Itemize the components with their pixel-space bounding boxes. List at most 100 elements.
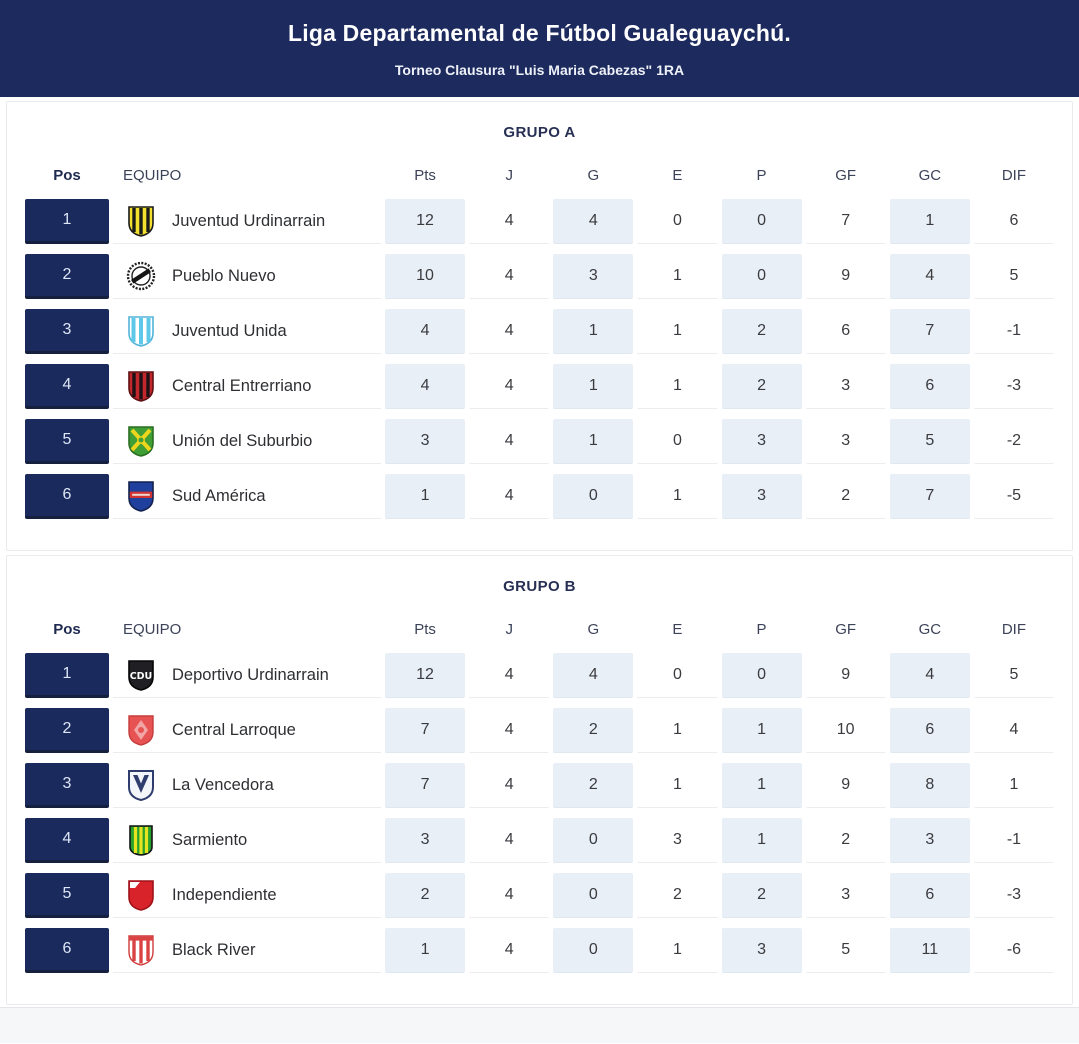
group-b-rows: 1 CDU Deportivo Urdinarrain 12 4 4 0 0 9 4 5 2 Centr… bbox=[25, 653, 1054, 973]
deportivo-urdinarrain-badge-icon: CDU bbox=[126, 658, 156, 692]
col-header-pos: Pos bbox=[53, 166, 81, 184]
table-row: 2 Central Larroque 7 4 2 1 1 10 6 4 bbox=[25, 708, 1054, 753]
stat-cell-g: 2 bbox=[553, 763, 634, 808]
stat-cell-pts: 4 bbox=[385, 309, 466, 354]
stat-cell-gf: 9 bbox=[805, 763, 886, 808]
stat-cell-j: 4 bbox=[469, 653, 550, 698]
stat-cell-p: 0 bbox=[721, 653, 802, 698]
col-header-equipo: EQUIPO bbox=[123, 166, 182, 184]
position-cell: 3 bbox=[25, 309, 109, 354]
stat-cell-pts: 12 bbox=[385, 653, 466, 698]
stat-cell-dif: 5 bbox=[973, 653, 1054, 698]
page-subtitle: Torneo Clausura "Luis Maria Cabezas" 1RA bbox=[394, 61, 685, 78]
stat-cell-g: 3 bbox=[553, 254, 634, 299]
group-a-column-headers: Pos EQUIPO Pts J G E P GF GC DIF bbox=[25, 161, 1054, 189]
stat-cell-j: 4 bbox=[469, 763, 550, 808]
stat-cell-e: 0 bbox=[637, 653, 718, 698]
stat-cell-dif: -5 bbox=[973, 474, 1054, 519]
stat-cell-pts: 1 bbox=[385, 474, 466, 519]
stat-cell-dif: -3 bbox=[973, 364, 1054, 409]
team-cell: Pueblo Nuevo bbox=[113, 254, 381, 299]
position-cell: 5 bbox=[25, 873, 109, 918]
stat-cell-pts: 3 bbox=[385, 419, 466, 464]
stat-cell-g: 1 bbox=[553, 309, 634, 354]
group-b-card: GRUPO B Pos EQUIPO Pts J G E P GF GC DIF… bbox=[6, 555, 1073, 1005]
table-row: 1 CDU Deportivo Urdinarrain 12 4 4 0 0 9 4 5 bbox=[25, 653, 1054, 698]
stat-cell-dif: -3 bbox=[973, 873, 1054, 918]
stat-cell-gf: 10 bbox=[805, 708, 886, 753]
stat-cell-dif: 4 bbox=[973, 708, 1054, 753]
col-header-p: P bbox=[756, 620, 767, 638]
stat-cell-j: 4 bbox=[469, 818, 550, 863]
position-cell: 2 bbox=[25, 254, 109, 299]
stat-cell-dif: 1 bbox=[973, 763, 1054, 808]
position-cell: 1 bbox=[25, 199, 109, 244]
table-row: 6 Sud América 1 4 0 1 3 2 7 -5 bbox=[25, 474, 1054, 519]
page-footer-strip bbox=[0, 1007, 1079, 1043]
stat-cell-gf: 3 bbox=[805, 364, 886, 409]
position-cell: 1 bbox=[25, 653, 109, 698]
stat-cell-g: 0 bbox=[553, 928, 634, 973]
col-header-gc: GC bbox=[918, 620, 942, 638]
team-cell: Sarmiento bbox=[113, 818, 381, 863]
stat-cell-gc: 4 bbox=[889, 653, 970, 698]
stat-cell-pts: 10 bbox=[385, 254, 466, 299]
team-cell: Central Entrerriano bbox=[113, 364, 381, 409]
stat-cell-pts: 7 bbox=[385, 708, 466, 753]
la-vencedora-badge-icon bbox=[126, 768, 156, 802]
table-row: 1 Juventud Urdinarrain 12 4 4 0 0 7 1 6 bbox=[25, 199, 1054, 244]
stat-cell-j: 4 bbox=[469, 254, 550, 299]
stat-cell-g: 1 bbox=[553, 364, 634, 409]
col-header-j: J bbox=[505, 166, 513, 184]
black-river-badge-icon bbox=[126, 933, 156, 967]
stat-cell-gc: 3 bbox=[889, 818, 970, 863]
stat-cell-j: 4 bbox=[469, 199, 550, 244]
stat-cell-p: 2 bbox=[721, 364, 802, 409]
stat-cell-p: 3 bbox=[721, 928, 802, 973]
stat-cell-pts: 3 bbox=[385, 818, 466, 863]
group-b-title: GRUPO B bbox=[503, 578, 576, 595]
team-name: Deportivo Urdinarrain bbox=[172, 665, 329, 684]
stat-cell-e: 3 bbox=[637, 818, 718, 863]
stat-cell-pts: 12 bbox=[385, 199, 466, 244]
col-header-g: G bbox=[587, 166, 600, 184]
team-cell: Black River bbox=[113, 928, 381, 973]
col-header-gc: GC bbox=[918, 166, 942, 184]
stat-cell-gc: 7 bbox=[889, 309, 970, 354]
stat-cell-p: 0 bbox=[721, 254, 802, 299]
stat-cell-gc: 7 bbox=[889, 474, 970, 519]
stat-cell-j: 4 bbox=[469, 309, 550, 354]
stat-cell-dif: 6 bbox=[973, 199, 1054, 244]
position-cell: 5 bbox=[25, 419, 109, 464]
table-row: 4 Sarmiento 3 4 0 3 1 2 3 -1 bbox=[25, 818, 1054, 863]
stat-cell-j: 4 bbox=[469, 474, 550, 519]
team-name: Central Entrerriano bbox=[172, 376, 312, 395]
stat-cell-e: 1 bbox=[637, 763, 718, 808]
stat-cell-g: 0 bbox=[553, 873, 634, 918]
team-name: Black River bbox=[172, 940, 256, 959]
stat-cell-gf: 7 bbox=[805, 199, 886, 244]
team-cell: Independiente bbox=[113, 873, 381, 918]
stat-cell-g: 0 bbox=[553, 818, 634, 863]
sud-america-badge-icon bbox=[126, 479, 156, 513]
stat-cell-gc: 6 bbox=[889, 873, 970, 918]
standings-main: GRUPO A Pos EQUIPO Pts J G E P GF GC DIF… bbox=[0, 101, 1079, 1043]
col-header-pos: Pos bbox=[53, 620, 81, 638]
stat-cell-dif: -1 bbox=[973, 309, 1054, 354]
team-name: Central Larroque bbox=[172, 720, 296, 739]
sarmiento-badge-icon bbox=[126, 823, 156, 857]
stat-cell-dif: -6 bbox=[973, 928, 1054, 973]
team-name: La Vencedora bbox=[172, 775, 274, 794]
col-header-j: J bbox=[505, 620, 513, 638]
stat-cell-gf: 5 bbox=[805, 928, 886, 973]
stat-cell-gc: 5 bbox=[889, 419, 970, 464]
stat-cell-gc: 6 bbox=[889, 708, 970, 753]
position-cell: 6 bbox=[25, 928, 109, 973]
stat-cell-j: 4 bbox=[469, 873, 550, 918]
juventud-unida-badge-icon bbox=[126, 314, 156, 348]
team-name: Juventud Unida bbox=[172, 321, 287, 340]
stat-cell-gf: 2 bbox=[805, 474, 886, 519]
col-header-equipo: EQUIPO bbox=[123, 620, 182, 638]
stat-cell-p: 0 bbox=[721, 199, 802, 244]
svg-text:CDU: CDU bbox=[130, 671, 153, 682]
